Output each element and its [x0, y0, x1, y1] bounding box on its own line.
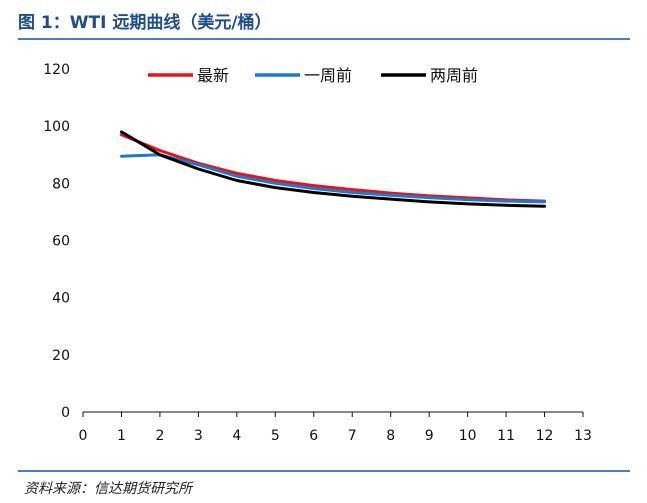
- x-tick-label: 5: [271, 428, 280, 444]
- series-line-2: [120, 153, 546, 204]
- x-tick-label: 8: [386, 428, 395, 444]
- x-tick-label: 4: [232, 428, 241, 444]
- y-tick-label: 80: [52, 176, 70, 192]
- x-tick-label: 12: [536, 428, 554, 444]
- x-tick-label: 11: [497, 428, 515, 444]
- chart-title: 图 1：WTI 远期曲线（美元/桶）: [18, 13, 272, 33]
- x-tick-label: 0: [79, 428, 88, 444]
- y-tick-label: 120: [43, 62, 70, 78]
- x-tick-label: 9: [425, 428, 434, 444]
- series-line-1: [120, 133, 546, 203]
- series-line-3: [120, 130, 546, 208]
- bottom-divider: [18, 470, 630, 472]
- y-tick-label: 0: [61, 405, 70, 421]
- legend-label-1: 最新: [197, 66, 229, 85]
- x-tick-label: 13: [574, 428, 592, 444]
- x-tick-label: 1: [117, 428, 126, 444]
- legend: 最新 一周前 两周前: [148, 66, 478, 85]
- x-tick-label: 2: [155, 428, 164, 444]
- y-tick-label: 60: [52, 234, 70, 250]
- x-tick-label: 3: [194, 428, 203, 444]
- top-divider: [18, 38, 630, 40]
- y-tick-label: 100: [43, 119, 70, 135]
- x-tick-label: 7: [348, 428, 357, 444]
- legend-label-2: 一周前: [304, 66, 352, 85]
- x-tick-label: 10: [459, 428, 477, 444]
- y-tick-label: 20: [52, 348, 70, 364]
- source-note: 资料来源：信达期货研究所: [24, 481, 192, 497]
- y-tick-label: 40: [52, 291, 70, 307]
- x-tick-label: 6: [309, 428, 318, 444]
- series-layer: [120, 130, 546, 208]
- legend-label-3: 两周前: [430, 66, 478, 85]
